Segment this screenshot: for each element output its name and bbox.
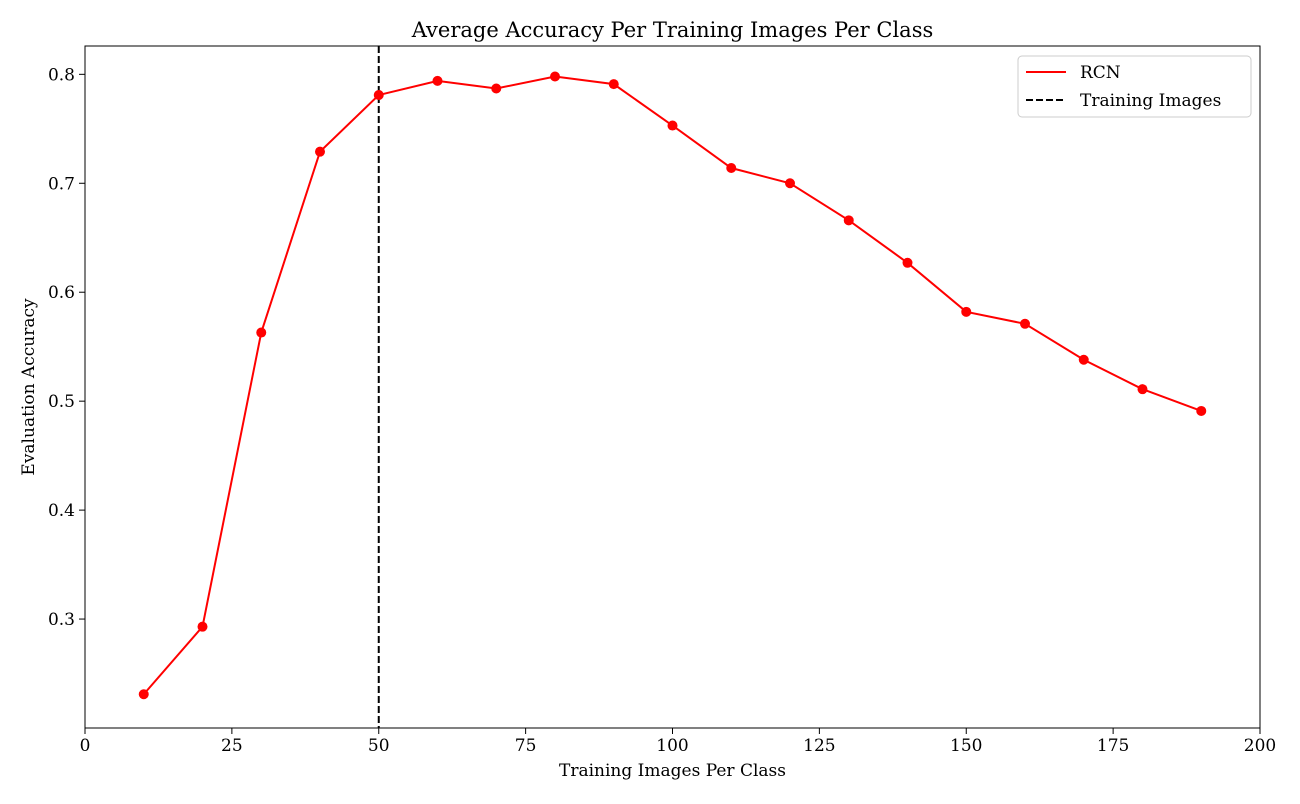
x-axis-label: Training Images Per Class <box>559 761 786 781</box>
data-point <box>902 257 913 268</box>
data-point <box>961 306 972 317</box>
y-axis-label: Evaluation Accuracy <box>19 298 39 476</box>
data-point <box>550 71 560 82</box>
y-tick-label: 0.7 <box>48 174 75 194</box>
series-line-rcn <box>142 75 1202 695</box>
y-tick-label: 0.4 <box>48 501 75 521</box>
data-point <box>491 83 502 94</box>
data-point <box>315 146 325 157</box>
data-point <box>785 178 795 189</box>
legend-label: RCN <box>1080 63 1121 83</box>
y-tick-label: 0.8 <box>48 65 75 85</box>
data-point <box>138 689 149 700</box>
y-tick-label: 0.6 <box>48 283 75 303</box>
y-tick-label: 0.5 <box>48 392 75 412</box>
data-point <box>373 90 384 101</box>
data-point <box>608 79 619 90</box>
legend-box <box>1017 55 1252 118</box>
data-point <box>432 75 443 86</box>
x-tick-label: 75 <box>515 736 537 756</box>
data-point <box>1078 354 1089 365</box>
x-tick-label: 150 <box>950 736 982 756</box>
plot-frame <box>84 45 1261 729</box>
legend: RCN Training Images <box>1017 55 1252 118</box>
legend-label: Training Images <box>1080 91 1221 111</box>
data-point <box>843 215 854 226</box>
plot-area: 0 25 50 75 100 125 150 175 200 0.3 0.4 0.5 0.6 0.7 0.8 <box>48 45 1276 756</box>
x-tick-label: 200 <box>1244 736 1276 756</box>
y-tick-label: 0.3 <box>48 610 75 630</box>
x-tick-label: 175 <box>1097 736 1129 756</box>
data-point <box>197 621 208 632</box>
x-tick-label: 0 <box>80 736 91 756</box>
data-point <box>667 120 678 131</box>
data-point <box>256 327 267 338</box>
x-tick-label: 25 <box>221 736 243 756</box>
data-point <box>1137 384 1148 395</box>
x-tick-label: 50 <box>368 736 390 756</box>
x-tick-label: 100 <box>656 736 688 756</box>
data-point <box>1020 318 1030 329</box>
chart-title: Average Accuracy Per Training Images Per… <box>411 18 934 42</box>
data-point <box>726 163 737 174</box>
data-point <box>1196 405 1207 416</box>
x-tick-label: 125 <box>803 736 835 756</box>
